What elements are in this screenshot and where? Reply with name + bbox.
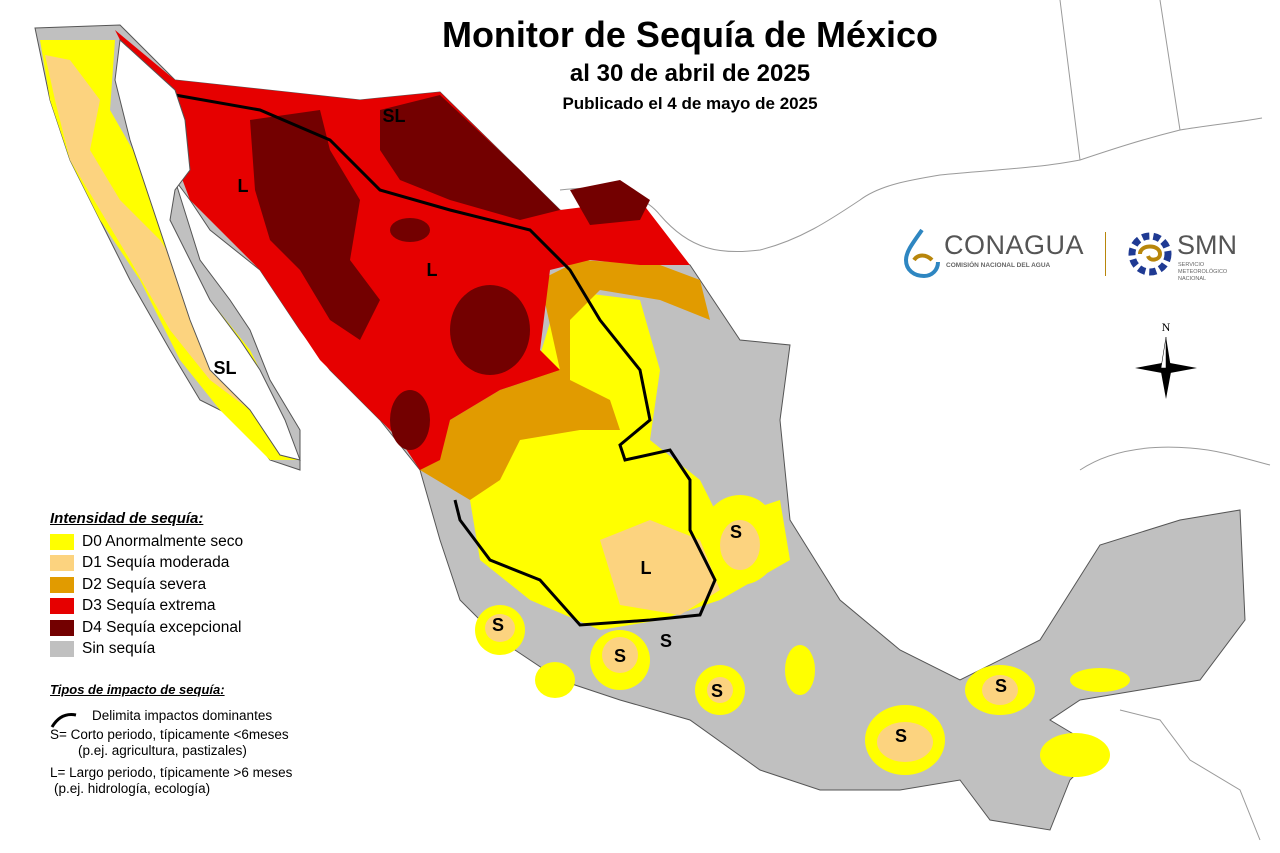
map-label: S [660, 631, 672, 651]
us-state-border [1059, 0, 1181, 161]
legend-swatch-none [50, 641, 74, 658]
impact-long: L= Largo periodo, típicamente >6 meses (… [50, 765, 350, 797]
d0-patch [1040, 733, 1110, 777]
map-label: L [427, 260, 438, 280]
legend-item-d0: D0 Anormalmente seco [50, 531, 310, 553]
legend-item-d2: D2 Sequía severa [50, 574, 310, 596]
legend-item-d3: D3 Sequía extrema [50, 596, 310, 618]
impact-short-line1: S= Corto periodo, típicamente <6meses [50, 727, 289, 742]
map-label: L [641, 558, 652, 578]
drought-legend: Intensidad de sequía: D0 Anormalmente se… [50, 510, 310, 660]
smn-name: SMN [1177, 230, 1237, 260]
map-label: S [492, 615, 504, 635]
impact-long-line1: L= Largo periodo, típicamente >6 meses [50, 765, 293, 780]
legend-swatch-d2 [50, 576, 74, 593]
legend-label-none: Sin sequía [82, 640, 156, 658]
compass-rose-icon: N [1135, 320, 1197, 399]
d4-sonora [250, 110, 380, 340]
d0-patch [535, 662, 575, 698]
smn-subtitle: SERVICIO METEOROLÓGICO NACIONAL [1178, 262, 1228, 282]
d1-patch [720, 520, 760, 570]
d1-patch [982, 675, 1018, 705]
impact-short: S= Corto periodo, típicamente <6meses (p… [50, 727, 350, 759]
d1-patch [602, 637, 638, 673]
impact-types: Tipos de impacto de sequía: Delimita imp… [50, 682, 350, 800]
map-label: S [711, 681, 723, 701]
logo-divider [1105, 232, 1106, 276]
map-label: S [730, 522, 742, 542]
d1-patch [877, 722, 933, 762]
impact-line-sample [50, 713, 77, 728]
d4-chihuahua-north [380, 95, 560, 220]
smn-logo-icon [1128, 232, 1172, 276]
legend-swatch-d3 [50, 598, 74, 615]
legend-heading: Intensidad de sequía: [50, 510, 204, 527]
legend-swatch-d0 [50, 533, 74, 550]
conagua-logo-icon [903, 228, 940, 278]
map-date: al 30 de abril de 2025 [569, 60, 811, 87]
impact-heading: Tipos de impacto de sequía: [50, 682, 225, 697]
map-label: SL [382, 106, 405, 126]
us-coastline [559, 117, 1263, 253]
d1-central [600, 520, 720, 615]
d4-coahuila [570, 180, 650, 225]
impact-short-line2: (p.ej. agricultura, pastizales) [78, 743, 247, 758]
legend-label-d0: D0 Anormalmente seco [82, 532, 244, 550]
legend-item-none: Sin sequía [50, 639, 310, 661]
map-title: Monitor de Sequía de México [441, 14, 939, 55]
legend-label-d4: D4 Sequía excepcional [82, 618, 242, 636]
map-label: S [995, 676, 1007, 696]
cuba-outline [1079, 446, 1271, 471]
d0-patch [785, 645, 815, 695]
map-label: SL [213, 358, 236, 378]
map-label: S [614, 646, 626, 666]
d0-patch [1070, 668, 1130, 692]
legend-swatch-d1 [50, 555, 74, 572]
legend-label-d2: D2 Sequía severa [82, 575, 207, 593]
d4-sinaloa [390, 390, 430, 450]
conagua-subtitle: COMISIÓN NACIONAL DEL AGUA [946, 262, 1051, 269]
map-label: S [895, 726, 907, 746]
impact-long-line2: (p.ej. hidrología, ecología) [54, 781, 211, 796]
legend-item-d4: D4 Sequía excepcional [50, 617, 310, 639]
d2-region [420, 260, 710, 500]
guatemala-belize-outline [1119, 709, 1261, 841]
map-label: L [238, 176, 249, 196]
legend-label-d1: D1 Sequía moderada [82, 554, 230, 572]
logos: CONAGUA COMISIÓN NACIONAL DEL AGUA SMN S… [900, 226, 1250, 286]
d1-patch [485, 614, 515, 642]
conagua-name: CONAGUA [944, 230, 1085, 260]
gulf-of-california [114, 38, 301, 461]
impact-boundary [174, 93, 717, 627]
d1-patch [707, 677, 733, 703]
publication-date: Publicado el 4 de mayo de 2025 [562, 94, 818, 113]
legend-swatch-d4 [50, 619, 74, 636]
impact-line-label: Delimita impactos dominantes [92, 708, 273, 723]
legend-label-d3: D3 Sequía extrema [82, 597, 216, 615]
compass-north-label: N [1162, 320, 1171, 334]
d4-patch [390, 218, 430, 242]
d4-chihuahua-center [450, 285, 530, 375]
legend-item-d1: D1 Sequía moderada [50, 553, 310, 575]
